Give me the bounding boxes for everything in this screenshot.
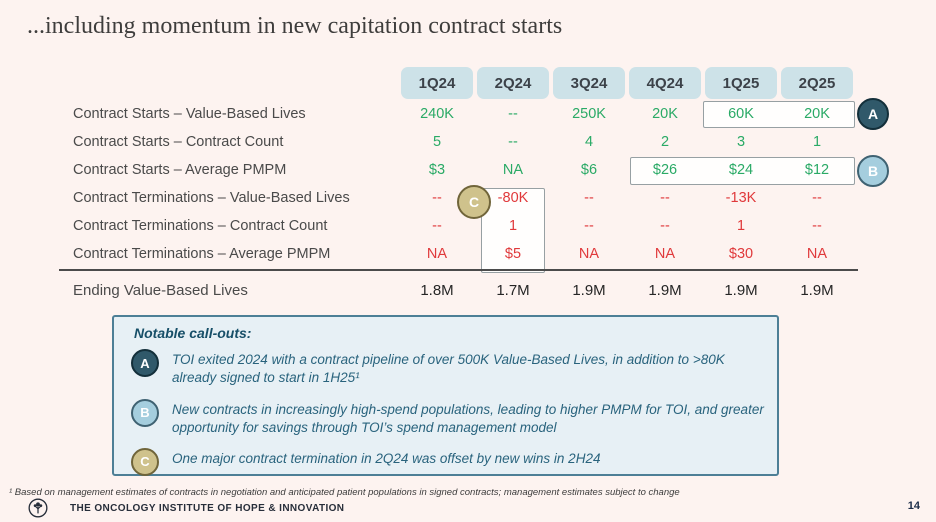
company-logo-tree-icon — [28, 498, 48, 518]
row-label: Contract Terminations – Contract Count — [73, 218, 328, 234]
table-cell: 5 — [432, 134, 442, 150]
column-header-1q24: 1Q24 — [401, 67, 473, 99]
table-cell: -- — [660, 190, 670, 206]
row-label: Contract Terminations – Average PMPM — [73, 246, 331, 262]
table-cell: 1.7M — [496, 281, 530, 299]
table-cell: $3 — [428, 162, 446, 178]
row-label: Contract Starts – Value-Based Lives — [73, 106, 306, 122]
callouts-title: Notable call-outs: — [134, 325, 252, 341]
table-cell: $30 — [728, 246, 754, 262]
callout-b-text: New contracts in increasingly high-spend… — [172, 401, 764, 435]
column-header-2q25: 2Q25 — [781, 67, 853, 99]
table-cell: -- — [812, 190, 822, 206]
table-cell: 1.9M — [572, 281, 606, 299]
marker-b-badge: B — [857, 155, 889, 187]
column-header-1q25: 1Q25 — [705, 67, 777, 99]
marker-c-badge: C — [457, 185, 491, 219]
table-cell: 1 — [508, 218, 518, 234]
column-header-2q24: 2Q24 — [477, 67, 549, 99]
footer-company-name: THE ONCOLOGY INSTITUTE OF HOPE & INNOVAT… — [70, 503, 345, 514]
callout-a-text: TOI exited 2024 with a contract pipeline… — [172, 352, 725, 385]
highlight-box-new-contract-lives — [703, 101, 855, 128]
table-cell: 1 — [812, 134, 822, 150]
table-cell: -- — [432, 218, 442, 234]
table-cell: -80K — [497, 190, 529, 206]
table-cell: -- — [508, 106, 518, 122]
table-cell: 20K — [804, 106, 830, 122]
row-label: Contract Starts – Average PMPM — [73, 162, 287, 178]
callout-a-badge: A — [131, 349, 159, 377]
table-cell: NA — [578, 246, 600, 262]
row-label: Ending Value-Based Lives — [73, 281, 248, 299]
table-cell: -- — [584, 190, 594, 206]
table-cell: 240K — [420, 106, 454, 122]
table-cell: -- — [812, 218, 822, 234]
callout-item-b: B New contracts in increasingly high-spe… — [114, 398, 777, 437]
table-cell: -- — [584, 218, 594, 234]
table-cell: -- — [660, 218, 670, 234]
column-header-4q24: 4Q24 — [629, 67, 701, 99]
table-cell: 20K — [652, 106, 678, 122]
table-cell: $26 — [652, 162, 678, 178]
table-cell: 1.9M — [648, 281, 682, 299]
callout-c-text: One major contract termination in 2Q24 w… — [172, 450, 601, 466]
page-number: 14 — [907, 500, 920, 512]
table-cell: NA — [502, 162, 524, 178]
table-cell: -- — [432, 190, 442, 206]
table-cell: 3 — [736, 134, 746, 150]
table-cell: $6 — [580, 162, 598, 178]
header-spacer — [59, 67, 399, 100]
table-total-divider — [59, 269, 858, 271]
column-header-3q24: 3Q24 — [553, 67, 625, 99]
table-cell: 1.9M — [724, 281, 758, 299]
table-cell: -- — [508, 134, 518, 150]
table-cell: -13K — [725, 190, 757, 206]
table-cell: 2 — [660, 134, 670, 150]
footnote: ¹ Based on management estimates of contr… — [9, 487, 680, 498]
callout-b-badge: B — [131, 398, 159, 427]
table-cell: NA — [654, 246, 676, 262]
callout-item-a: A TOI exited 2024 with a contract pipeli… — [114, 349, 777, 387]
table-cell: $12 — [804, 162, 830, 178]
table-cell: 1.8M — [420, 281, 454, 299]
table-cell: 1.9M — [800, 281, 834, 299]
highlight-box-average-pmpm — [630, 157, 855, 185]
table-cell: 60K — [728, 106, 754, 122]
table-cell: 250K — [572, 106, 606, 122]
marker-a-badge: A — [857, 98, 889, 130]
table-cell: $5 — [504, 246, 522, 262]
page-title: ...including momentum in new capitation … — [27, 13, 563, 39]
table-cell: 4 — [584, 134, 594, 150]
table-cell: $24 — [728, 162, 754, 178]
row-label: Contract Terminations – Value-Based Live… — [73, 190, 350, 206]
notable-callouts-panel: Notable call-outs: A TOI exited 2024 wit… — [112, 315, 779, 476]
callout-c-badge: C — [131, 447, 159, 476]
table-cell: 1 — [736, 218, 746, 234]
row-label: Contract Starts – Contract Count — [73, 134, 284, 150]
table-cell: NA — [806, 246, 828, 262]
callout-item-c: C One major contract termination in 2Q24… — [114, 447, 777, 476]
highlight-box-2q24-termination — [481, 188, 545, 273]
capitation-contracts-table: 1Q24 2Q24 3Q24 4Q24 1Q25 2Q25 Contract S… — [59, 67, 855, 306]
table-cell: NA — [426, 246, 448, 262]
